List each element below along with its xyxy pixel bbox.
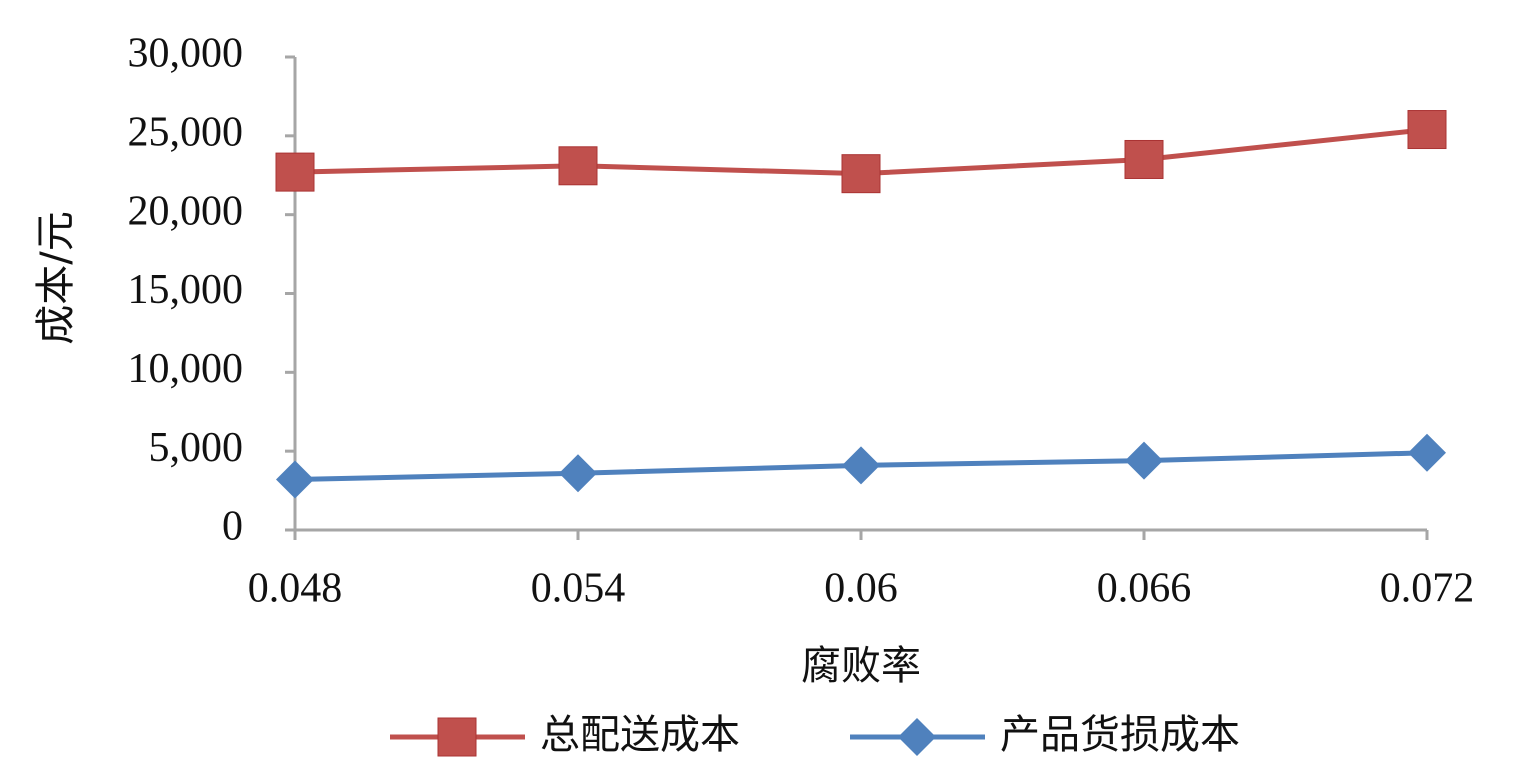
marker	[1407, 110, 1447, 150]
legend-label: 总配送成本	[540, 712, 740, 758]
marker	[842, 446, 880, 485]
y-tick-label: 0	[222, 504, 243, 550]
y-tick-label: 20,000	[128, 188, 244, 234]
marker	[1408, 433, 1446, 472]
marker	[275, 152, 315, 192]
y-axis-label: 成本/元	[33, 211, 79, 344]
legend-label: 产品货损成本	[1000, 712, 1240, 758]
marker	[841, 154, 881, 194]
y-tick-label: 25,000	[128, 109, 244, 155]
y-tick-label: 30,000	[128, 31, 244, 77]
marker	[559, 454, 597, 493]
marker	[1124, 139, 1164, 179]
x-tick-label: 0.054	[531, 566, 626, 612]
x-tick-label: 0.066	[1097, 566, 1192, 612]
marker	[276, 460, 314, 499]
y-tick-label: 5,000	[149, 425, 244, 471]
marker	[558, 146, 598, 186]
x-tick-label: 0.072	[1380, 566, 1475, 612]
y-tick-label: 15,000	[128, 267, 244, 313]
x-tick-label: 0.06	[824, 566, 898, 612]
y-tick-label: 10,000	[128, 346, 244, 392]
marker	[1125, 441, 1163, 480]
x-tick-label: 0.048	[248, 566, 343, 612]
legend-marker	[898, 718, 936, 756]
x-axis-label: 腐败率	[801, 643, 921, 689]
legend-marker	[437, 717, 477, 757]
